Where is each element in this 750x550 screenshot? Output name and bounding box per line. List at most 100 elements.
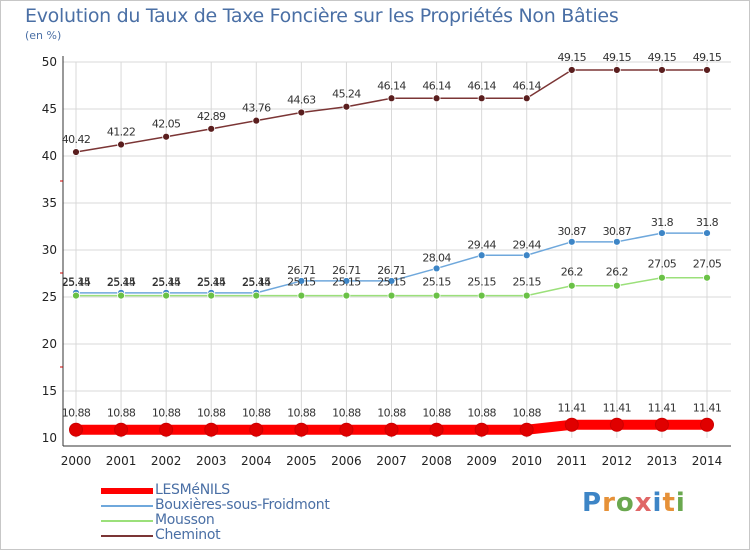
y-tick-label: 35	[42, 196, 57, 210]
data-label-lesmenils: 11.41	[603, 402, 632, 415]
proxiti-logo: Proxiti	[582, 488, 686, 518]
data-point-lesmenils	[654, 417, 669, 432]
data-label-cheminot: 49.15	[693, 51, 722, 64]
data-point-cheminot	[522, 94, 531, 103]
data-point-mousson	[72, 291, 80, 300]
data-point-lesmenils	[519, 422, 534, 437]
data-point-mousson	[522, 291, 531, 300]
data-point-cheminot	[612, 66, 621, 74]
data-label-bouxieres: 31.8	[651, 216, 674, 229]
data-point-lesmenils	[294, 422, 309, 437]
x-axis: 2000 2001 2002 2003 2004 2005 2006 2007 2008 2009…	[61, 445, 731, 468]
x-tick-label: 2002	[151, 454, 182, 468]
y-tick-label: 50	[42, 55, 57, 69]
data-label-bouxieres: 29.44	[467, 238, 496, 251]
data-label-cheminot: 42.05	[152, 118, 181, 131]
data-point-bouxieres	[703, 229, 711, 237]
data-label-bouxieres: 30.87	[558, 225, 587, 238]
data-point-bouxieres	[432, 264, 441, 273]
data-label-cheminot: 49.15	[603, 51, 632, 64]
data-point-lesmenils	[700, 417, 714, 432]
data-label-cheminot: 45.24	[332, 88, 361, 101]
data-label-lesmenils: 10.88	[332, 407, 361, 420]
data-point-lesmenils	[429, 422, 444, 437]
logo-letter: r	[602, 488, 616, 518]
data-point-cheminot	[252, 116, 261, 125]
data-point-mousson	[477, 291, 486, 300]
data-point-bouxieres	[658, 229, 666, 237]
grid	[63, 61, 731, 438]
data-label-bouxieres: 26.71	[377, 264, 406, 277]
data-label-cheminot: 46.14	[422, 79, 451, 92]
data-point-cheminot	[432, 94, 441, 103]
logo-letter: o	[615, 488, 635, 518]
data-label-lesmenils: 10.88	[152, 407, 181, 420]
data-point-bouxieres	[297, 277, 306, 285]
data-point-lesmenils	[249, 422, 264, 437]
data-point-mousson	[658, 273, 666, 282]
data-label-mousson: 25.15	[62, 276, 91, 289]
data-point-mousson	[162, 291, 171, 300]
legend-label: Cheminot	[155, 527, 221, 543]
data-label-lesmenils: 11.41	[693, 402, 722, 415]
data-point-cheminot	[658, 66, 666, 74]
data-point-bouxieres	[477, 251, 486, 260]
y-axis: 10 15 20 25 30 35 40 45 50	[42, 55, 64, 446]
data-label-lesmenils: 10.88	[62, 407, 91, 420]
data-label-mousson: 25.15	[107, 276, 136, 289]
data-point-cheminot	[117, 140, 125, 149]
data-label-mousson: 25.15	[377, 276, 406, 289]
x-tick-label: 2013	[647, 454, 678, 468]
data-label-cheminot: 46.14	[512, 79, 541, 92]
data-label-cheminot: 46.14	[467, 79, 496, 92]
data-point-mousson	[387, 291, 396, 300]
data-label-mousson: 25.15	[287, 276, 316, 289]
data-point-cheminot	[567, 66, 576, 74]
data-point-cheminot	[387, 94, 396, 103]
x-tick-label: 2006	[331, 454, 362, 468]
data-point-mousson	[567, 281, 576, 290]
y-tick-label: 30	[42, 243, 57, 257]
legend-swatch	[101, 535, 153, 537]
legend-label: LESMéNILS	[155, 482, 230, 498]
logo-letter: x	[634, 488, 653, 518]
data-label-bouxieres: 25.44	[62, 276, 91, 289]
data-point-mousson	[207, 291, 216, 300]
data-label-mousson: 27.05	[648, 258, 677, 271]
data-point-cheminot	[297, 108, 306, 117]
x-tick-label: 2012	[602, 454, 633, 468]
data-point-mousson	[117, 291, 125, 300]
data-point-cheminot	[72, 148, 80, 156]
data-point-lesmenils	[69, 422, 83, 437]
data-point-lesmenils	[159, 422, 174, 437]
data-point-lesmenils	[114, 422, 129, 437]
data-point-lesmenils	[474, 422, 489, 437]
logo-letter: t	[662, 488, 676, 518]
data-label-bouxieres: 25.44	[107, 276, 136, 289]
logo-letter: i	[675, 488, 686, 518]
data-point-cheminot	[342, 102, 351, 111]
data-label-lesmenils: 11.41	[558, 402, 587, 415]
y-tick-label: 45	[42, 102, 57, 116]
data-point-cheminot	[703, 66, 711, 74]
data-label-mousson: 25.15	[332, 276, 361, 289]
data-label-mousson: 25.15	[512, 276, 541, 289]
data-point-mousson	[252, 291, 261, 300]
data-label-mousson: 25.15	[197, 276, 226, 289]
legend-swatch	[101, 520, 153, 522]
data-point-mousson	[297, 291, 306, 300]
data-label-cheminot: 46.14	[377, 79, 406, 92]
x-tick-label: 2003	[196, 454, 227, 468]
data-point-mousson	[703, 273, 711, 282]
data-point-lesmenils	[564, 417, 579, 432]
y-tick-label: 40	[42, 149, 57, 163]
data-label-cheminot: 49.15	[558, 51, 587, 64]
data-point-bouxieres	[342, 277, 351, 285]
legend-label: Mousson	[155, 512, 215, 528]
data-point-lesmenils	[339, 422, 354, 437]
data-label-bouxieres: 25.44	[242, 276, 271, 289]
legend-swatch	[101, 505, 153, 507]
data-point-lesmenils	[609, 417, 624, 432]
data-label-lesmenils: 10.88	[422, 407, 451, 420]
data-label-lesmenils: 10.88	[197, 407, 226, 420]
